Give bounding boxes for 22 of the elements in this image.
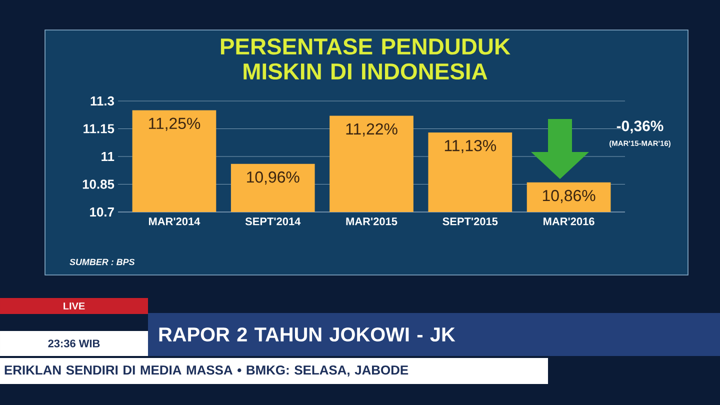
- data-label: 11,13%: [444, 140, 496, 154]
- data-label: 10,96%: [247, 171, 300, 185]
- x-tick-label: MAR'2016: [544, 218, 594, 226]
- y-tick-label: 11.3: [90, 96, 114, 106]
- chart-title: PERSENTASE PENDUDUK MISKIN DI INDONESIA: [220, 38, 510, 80]
- x-tick-label: SEPT'2014: [245, 218, 301, 226]
- data-label: 11,22%: [346, 123, 398, 136]
- text: RAPOR 2 TAHUN JOKOWI - JK: [159, 327, 456, 342]
- x-tick-label: SEPT'2015: [442, 218, 498, 226]
- y-tick-label: 11.15: [84, 124, 114, 134]
- y-tick-label: 10.7: [90, 207, 114, 217]
- annotation: -0,36%: [616, 120, 664, 134]
- y-tick-label: 10.85: [82, 180, 114, 189]
- text: ERIKLAN SENDIRI DI MEDIA MASSA • BMKG: SELASA, JABODE: [4, 365, 408, 377]
- data-label: 11,25%: [149, 118, 200, 131]
- text: 23:36 WIB: [48, 340, 100, 348]
- y-tick-label: 11: [102, 152, 114, 161]
- x-tick-label: MAR'2015: [346, 218, 398, 226]
- text: LIVE: [64, 302, 85, 310]
- data-label: 10,86%: [542, 190, 596, 204]
- text: SUMBER : BPS: [70, 258, 135, 266]
- x-tick-label: MAR'2014: [148, 218, 200, 226]
